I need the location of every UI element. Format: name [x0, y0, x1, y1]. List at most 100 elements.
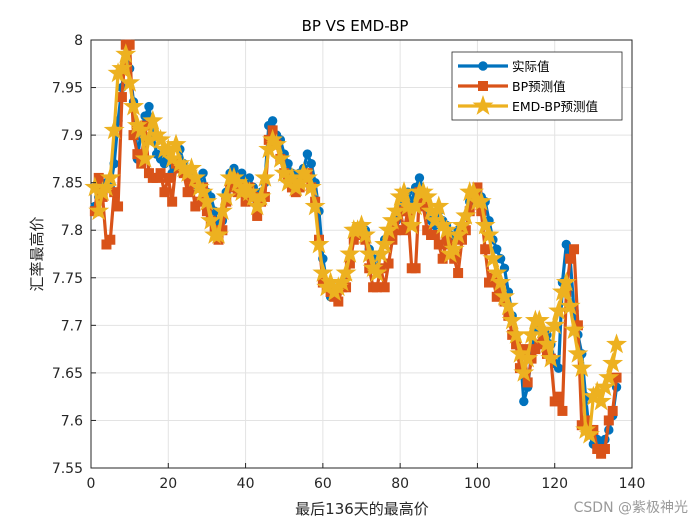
y-tick-label: 7.6 [61, 413, 83, 429]
data-point-bp [159, 187, 170, 198]
data-point-emd-bp [96, 176, 117, 197]
data-point-bp [128, 130, 139, 141]
data-point-bp [383, 258, 394, 269]
data-point-bp [491, 291, 502, 302]
data-point-emd-bp [181, 157, 202, 178]
data-point-emd-bp [424, 209, 446, 230]
data-point-emd-bp [505, 323, 527, 344]
data-point-emd-bp [540, 347, 562, 368]
data-point-bp [433, 239, 444, 250]
data-point-emd-bp [157, 138, 179, 159]
data-point-emd-bp [555, 271, 577, 292]
data-point-bp [538, 334, 549, 345]
data-point-emd-bp [551, 281, 573, 301]
x-axis-label: 最后136天的最高价 [295, 500, 429, 518]
data-point-emd-bp [567, 342, 589, 363]
legend-marker-actual [478, 61, 488, 71]
data-point-bp [437, 253, 448, 264]
data-point-emd-bp [293, 162, 314, 183]
data-point-bp [140, 120, 151, 131]
data-point-emd-bp [339, 243, 361, 263]
data-point-emd-bp [223, 166, 245, 187]
data-point-bp [113, 201, 124, 212]
axis-ticks: 0 20 40 60 80 100 120 140 7.55 7.6 7.65 7.7 7.75 7.8 7… [52, 33, 646, 492]
data-point-emd-bp [420, 200, 442, 221]
data-point-emd-bp [111, 57, 133, 78]
data-point-bp [93, 172, 104, 183]
data-point-emd-bp [536, 333, 558, 354]
data-point-bp [572, 320, 583, 331]
data-point-bp [553, 391, 564, 402]
data-point-emd-bp [451, 214, 473, 235]
data-point-emd-bp [470, 190, 492, 211]
data-point-emd-bp [393, 181, 415, 202]
data-point-emd-bp [242, 185, 264, 206]
data-point-bp [503, 310, 514, 321]
data-point-bp [611, 372, 622, 383]
data-point-emd-bp [532, 319, 554, 339]
data-point-bp [167, 196, 178, 207]
data-point-bp [410, 263, 421, 274]
data-point-actual [144, 101, 154, 112]
data-point-emd-bp [501, 309, 523, 330]
series-layer [84, 39, 627, 459]
data-point-emd-bp [99, 166, 121, 187]
data-point-emd-bp [482, 247, 504, 268]
data-point-emd-bp [490, 271, 512, 292]
data-point-emd-bp [358, 243, 380, 263]
data-point-emd-bp [188, 176, 210, 197]
y-tick-label: 7.55 [52, 461, 83, 477]
data-point-actual [414, 173, 425, 183]
data-point-emd-bp [84, 176, 106, 197]
y-tick-label: 7.75 [52, 271, 83, 287]
data-point-emd-bp [200, 209, 222, 230]
data-point-emd-bp [397, 195, 419, 216]
data-point-bp [472, 182, 483, 193]
data-point-emd-bp [575, 418, 597, 439]
data-point-bp [371, 282, 382, 293]
data-point-emd-bp [281, 166, 303, 187]
data-point-bp [480, 244, 491, 255]
data-point-emd-bp [308, 233, 330, 254]
data-point-emd-bp [173, 157, 195, 178]
data-point-bp [599, 443, 610, 454]
legend-marker-bp [478, 81, 488, 91]
data-point-emd-bp [563, 319, 585, 339]
data-point-emd-bp [262, 128, 284, 149]
data-point-emd-bp [381, 209, 403, 230]
y-tick-label: 7.8 [61, 223, 83, 239]
legend-marker-emd-bp [472, 95, 494, 115]
data-point-emd-bp [428, 195, 450, 216]
x-tick-label: 80 [391, 476, 409, 492]
data-point-emd-bp [215, 185, 237, 206]
data-point-bp [391, 225, 402, 236]
data-point-emd-bp [385, 200, 407, 221]
data-point-bp [588, 424, 599, 435]
data-point-bp [201, 206, 212, 217]
data-point-actual [519, 396, 529, 407]
data-point-emd-bp [478, 223, 500, 244]
y-axis-label: 汇率最高价 [28, 216, 46, 291]
data-point-emd-bp [258, 138, 280, 159]
data-point-emd-bp [544, 314, 566, 335]
data-point-emd-bp [521, 323, 542, 344]
data-point-emd-bp [571, 357, 593, 378]
data-point-bp [344, 258, 355, 269]
data-point-emd-bp [130, 119, 152, 140]
data-point-bp [511, 339, 522, 350]
data-point-emd-bp [192, 181, 214, 202]
data-point-emd-bp [227, 171, 249, 192]
data-point-bp [132, 149, 143, 160]
x-tick-label: 0 [87, 476, 96, 492]
x-tick-label: 60 [314, 476, 332, 492]
data-point-emd-bp [559, 295, 581, 316]
data-point-bp [225, 182, 236, 193]
data-point-emd-bp [211, 200, 233, 221]
data-point-bp [418, 201, 429, 212]
data-point-emd-bp [401, 214, 423, 235]
legend-label-actual: 实际值 [512, 59, 550, 74]
data-point-bp [569, 244, 580, 255]
data-point-emd-bp [548, 300, 570, 320]
data-point-bp [565, 253, 576, 264]
data-point-bp [387, 234, 398, 245]
